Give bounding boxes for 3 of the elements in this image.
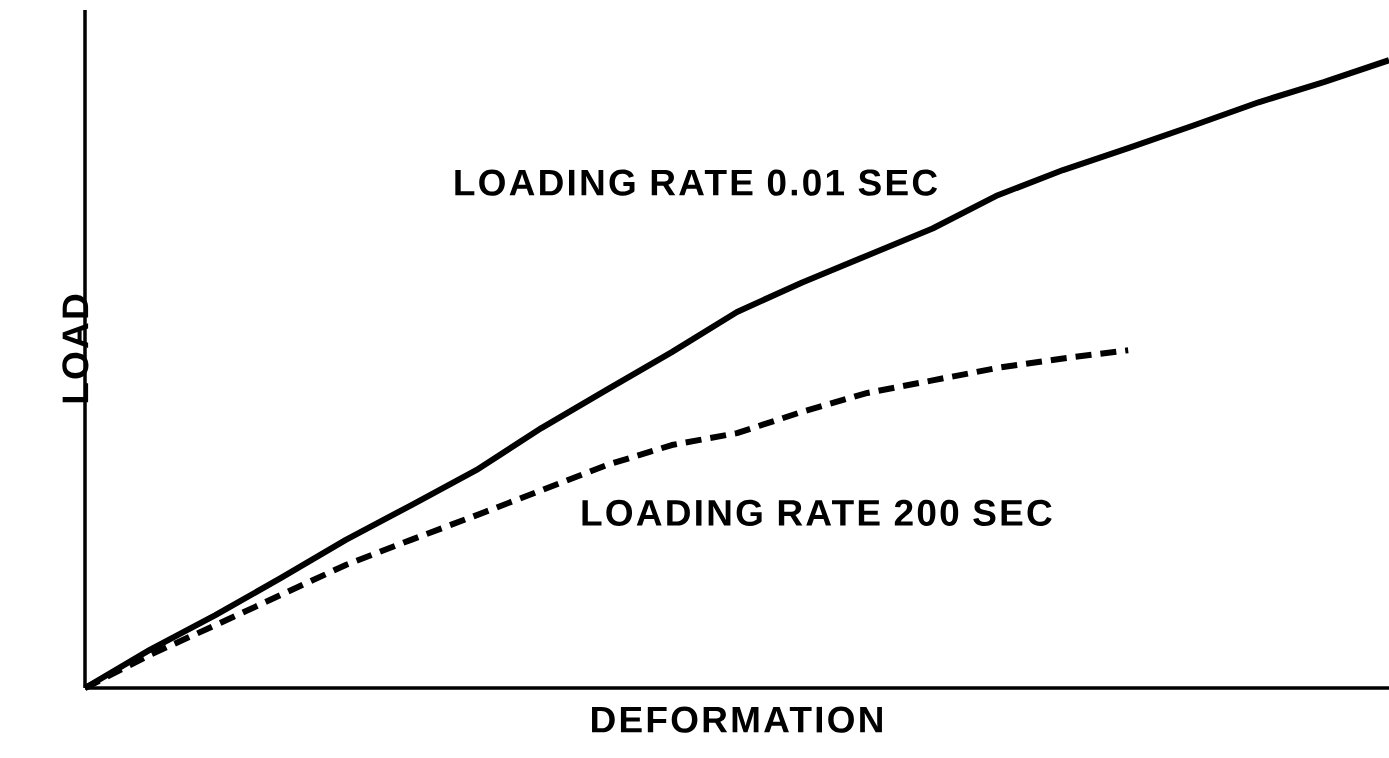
series-label: LOADING RATE 200 SEC [582, 499, 1052, 526]
series-label: LOADING RATE 0.01 SEC [455, 169, 938, 196]
x-axis-title: DEFORMATION [592, 706, 882, 733]
